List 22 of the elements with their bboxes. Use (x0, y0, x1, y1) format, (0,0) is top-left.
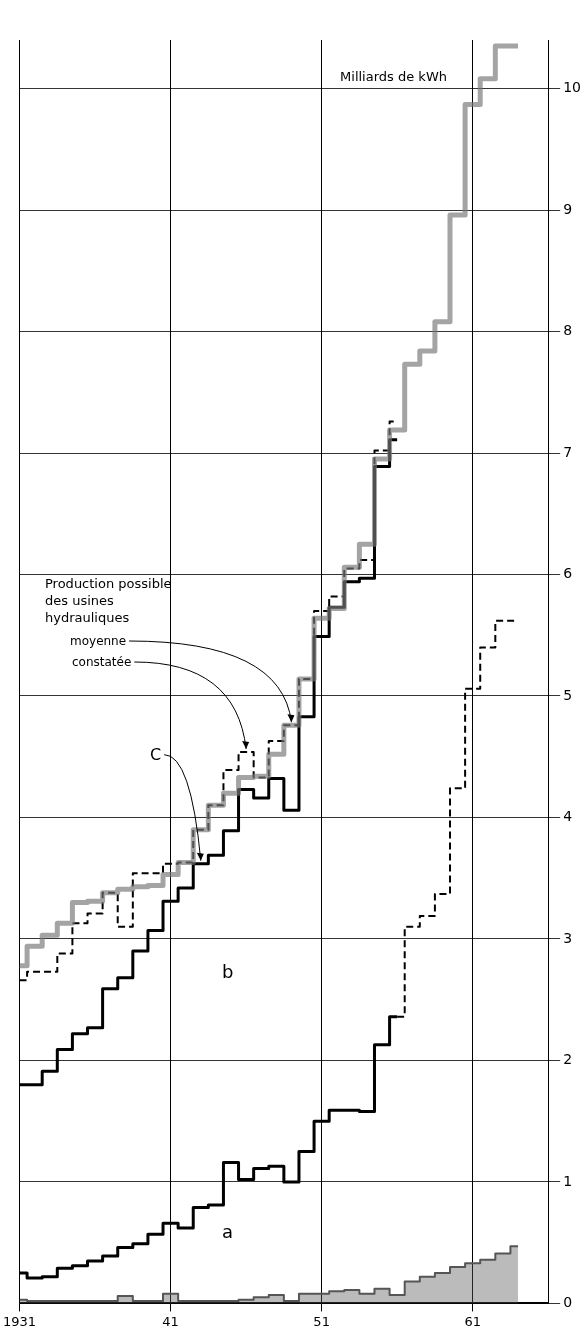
y-tick-label: 7 (563, 443, 573, 460)
annotation: a (222, 1221, 234, 1242)
y-tick-label: 8 (563, 322, 573, 339)
annotation: b (222, 961, 234, 982)
annotation: constatée (72, 655, 132, 669)
y-tick-label: 4 (563, 808, 573, 825)
y-tick-label: 1 (563, 1172, 573, 1189)
y-tick-label: 2 (563, 1051, 573, 1068)
y-tick-label: 5 (563, 686, 573, 703)
annotation: C (150, 745, 162, 764)
y-tick-label: 3 (563, 929, 573, 946)
y-tick-label: 0 (563, 1294, 573, 1311)
y-axis-title: Milliards de kWh (340, 69, 447, 85)
y-tick-label: 9 (563, 200, 573, 217)
x-tick-label: 51 (313, 1313, 330, 1329)
annotation: Production possible des usines hydrauliques (45, 576, 172, 625)
x-tick-label: 61 (464, 1313, 481, 1329)
y-tick-label: 6 (563, 565, 573, 582)
x-tick-label: 41 (162, 1313, 179, 1329)
x-tick-label: 1931 (3, 1313, 37, 1329)
y-tick-label: 10 (563, 79, 582, 96)
annotation: moyenne (70, 634, 127, 648)
